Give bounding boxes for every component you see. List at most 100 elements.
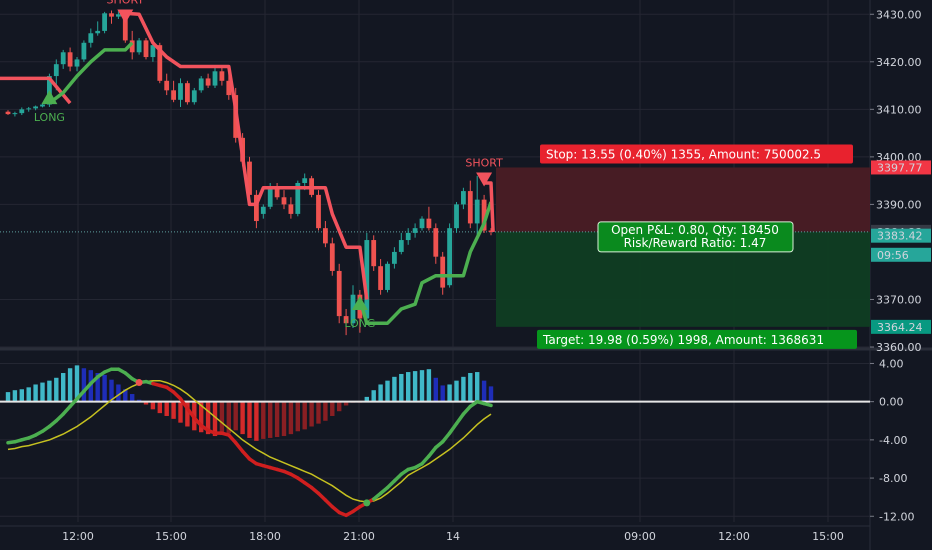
candle-14 xyxy=(102,11,107,34)
candle-60 xyxy=(419,216,425,231)
candle-47 xyxy=(329,237,335,276)
histogram-bar-63 xyxy=(440,385,445,402)
open-pnl-text: Open P&L: 0.80, Qty: 18450 xyxy=(611,223,779,237)
histogram-bar-15 xyxy=(109,379,114,402)
candle-58 xyxy=(405,228,411,245)
histogram-bar-10 xyxy=(74,365,80,402)
candle-body xyxy=(329,243,335,271)
histogram-bar-54 xyxy=(378,384,383,402)
candle-body xyxy=(343,316,349,324)
candle-body xyxy=(254,194,259,222)
candle-body xyxy=(474,199,480,224)
stop-zone xyxy=(496,167,870,232)
candle-body xyxy=(129,40,135,53)
candle-62 xyxy=(433,223,439,264)
candle-body xyxy=(171,90,176,100)
time-tick-label-6: 12:00 xyxy=(718,530,750,543)
candle-body xyxy=(302,178,308,184)
candle-body xyxy=(412,228,418,233)
histogram-bar-69 xyxy=(481,380,487,402)
histogram-bar-25 xyxy=(178,401,183,423)
histogram-bar-9 xyxy=(67,368,73,402)
candle-body xyxy=(392,251,397,264)
candle-36 xyxy=(254,190,259,229)
candle-31 xyxy=(219,66,225,86)
candle-11 xyxy=(81,40,87,62)
macd-tick-label-1: 0.00 xyxy=(879,396,904,409)
signal-long-label-2: LONG xyxy=(344,317,375,330)
candle-body xyxy=(5,111,11,115)
candle-23 xyxy=(164,73,170,96)
signal-long-label-0: LONG xyxy=(34,111,65,124)
candle-8 xyxy=(60,49,66,69)
histogram-bar-55 xyxy=(385,380,390,402)
macd-cross-marker-1 xyxy=(363,499,371,507)
candle-body xyxy=(102,13,107,31)
histogram-bar-45 xyxy=(316,401,321,424)
candle-body xyxy=(488,230,494,232)
histogram-bar-31 xyxy=(219,401,225,436)
histogram-bar-22 xyxy=(157,401,162,414)
candle-body xyxy=(364,240,370,319)
candle-29 xyxy=(205,73,211,88)
histogram-bar-62 xyxy=(433,377,438,402)
candle-body xyxy=(164,80,170,91)
supertrend-down-4 xyxy=(484,181,495,233)
supertrend-lines xyxy=(0,11,495,325)
histogram-bar-36 xyxy=(254,401,259,441)
candle-body xyxy=(136,40,142,53)
signal-short-triangle-3 xyxy=(476,172,493,187)
candle-body xyxy=(316,194,321,229)
candle-3 xyxy=(26,106,32,112)
candle-10 xyxy=(74,57,80,72)
histogram-bar-70 xyxy=(488,386,494,402)
target-label-text: Target: 19.98 (0.59%) 1998, Amount: 1368… xyxy=(542,333,824,347)
candle-body xyxy=(419,218,425,229)
histogram-bar-53 xyxy=(371,390,376,402)
candle-body xyxy=(150,45,156,58)
candle-body xyxy=(81,42,87,60)
time-tick-label-2: 18:00 xyxy=(249,530,281,543)
histogram-bar-49 xyxy=(343,401,349,406)
histogram-bar-41 xyxy=(288,401,294,435)
macd-line-segment-69 xyxy=(482,401,493,408)
histogram-bar-58 xyxy=(406,372,411,402)
histogram-bar-14 xyxy=(102,374,107,402)
histogram-bar-20 xyxy=(143,401,149,405)
histogram-bar-28 xyxy=(199,401,204,433)
histogram-bar-33 xyxy=(233,401,238,431)
histogram-bar-30 xyxy=(212,401,218,437)
candle-53 xyxy=(371,235,377,271)
candle-30 xyxy=(212,66,218,88)
candle-body xyxy=(288,204,294,214)
histogram-bar-57 xyxy=(399,373,404,402)
price-tick-label-1: 3420.00 xyxy=(876,56,922,69)
candle-body xyxy=(53,64,59,77)
pnl-box xyxy=(597,221,794,253)
candle-61 xyxy=(426,206,432,231)
candle-68 xyxy=(474,175,480,236)
price-axis[interactable]: 3430.003420.003410.003400.003390.003370.… xyxy=(870,8,922,523)
candle-65 xyxy=(454,202,459,233)
macd-tick-label-3: -8.00 xyxy=(879,472,907,485)
price-tag-box-0 xyxy=(871,160,931,175)
candle-body xyxy=(212,71,218,86)
candle-64 xyxy=(447,223,452,288)
histogram-bar-38 xyxy=(268,401,273,438)
signal-line xyxy=(7,379,492,503)
histogram-bar-3 xyxy=(26,387,31,402)
risk-reward-text: Risk/Reward Ratio: 1.47 xyxy=(624,236,767,250)
candle-66 xyxy=(461,187,466,210)
time-axis[interactable]: 12:00 15:00 18:00 21:00 14 09:00 12:00 15:00 xyxy=(62,530,844,543)
candle-body xyxy=(247,161,252,195)
histogram-bar-64 xyxy=(447,384,452,402)
candle-54 xyxy=(378,259,383,295)
candle-body xyxy=(33,106,38,109)
candle-body xyxy=(95,30,101,34)
histogram-bar-37 xyxy=(261,401,266,439)
candle-56 xyxy=(392,247,397,269)
candle-49 xyxy=(343,308,349,336)
candle-26 xyxy=(185,80,190,105)
